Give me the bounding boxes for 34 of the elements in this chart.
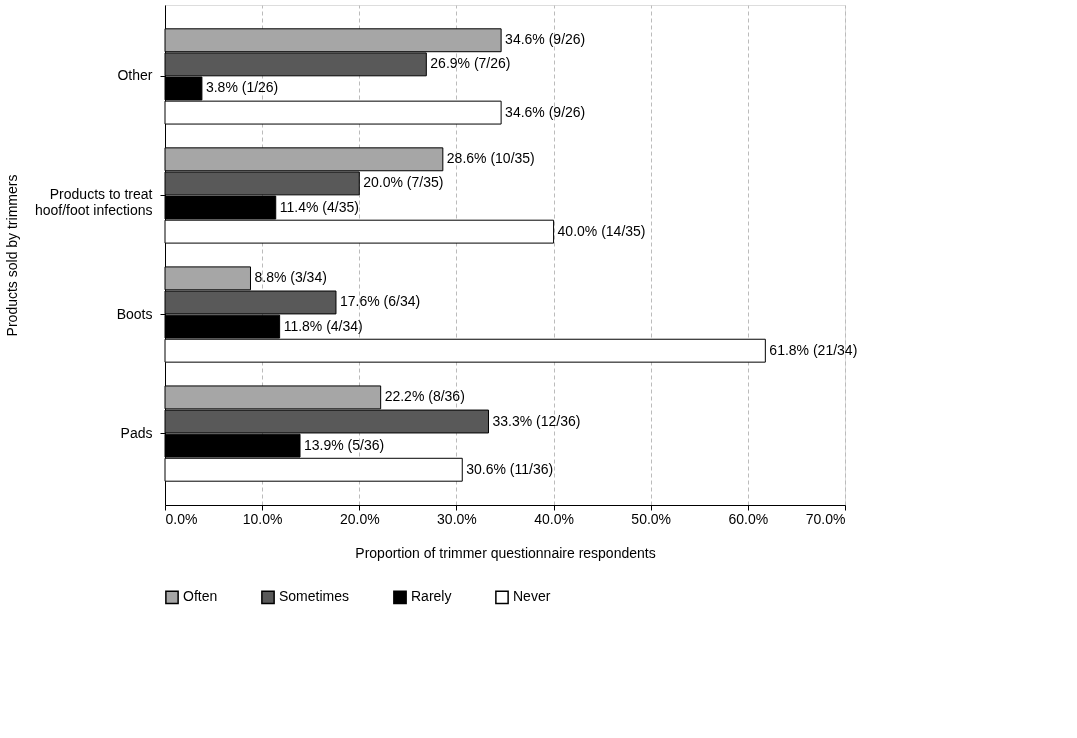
data-label: 13.9% (5/36) — [304, 436, 385, 453]
x-tick-label: 0.0% — [165, 510, 198, 527]
y-tick-label: Products to treat hoof/foot infections — [34, 186, 153, 219]
data-label: 11.8% (4/34) — [283, 317, 363, 334]
data-label: 17.6% (6/34) — [339, 293, 421, 310]
legend-label: Sometimes — [279, 588, 350, 605]
data-label: 20.0% (7/35) — [363, 174, 444, 191]
legend-label: Rarely — [411, 588, 452, 605]
x-tick-label: 60.0% — [728, 510, 769, 527]
data-label: 34.6% (9/26) — [505, 31, 586, 48]
data-label: 26.9% (7/26) — [430, 55, 511, 72]
data-label: 34.6% (9/26) — [505, 103, 586, 120]
x-tick-label: 20.0% — [339, 510, 380, 527]
y-tick-label: Boots — [116, 305, 153, 322]
data-label: 30.6% (11/36) — [466, 460, 554, 477]
x-tick-label: 10.0% — [242, 510, 283, 527]
legend-label: Never — [513, 588, 551, 605]
x-tick-label: 40.0% — [534, 510, 574, 527]
y-tick-label: Other — [117, 67, 153, 84]
x-tick-label: 30.0% — [437, 510, 477, 527]
x-axis-title: Proportion of trimmer questionnaire respondents — [355, 544, 656, 561]
data-label: 61.8% (21/34) — [769, 341, 858, 358]
legend-label: Often — [183, 588, 218, 605]
y-tick-label: Pads — [120, 424, 153, 441]
data-label: 8.8% (3/34) — [254, 269, 327, 286]
x-tick-label: 70.0% — [805, 510, 846, 527]
data-label: 33.3% (12/36) — [492, 412, 581, 429]
y-axis-title: Products sold by trimmers — [3, 174, 20, 337]
data-label: 3.8% (1/26) — [205, 79, 279, 96]
data-label: 11.4% (4/35) — [279, 198, 359, 215]
data-label: 28.6% (10/35) — [446, 150, 535, 167]
data-label: 22.2% (8/36) — [384, 388, 465, 405]
data-label: 40.0% (14/35) — [557, 222, 646, 239]
x-tick-label: 50.0% — [631, 510, 672, 527]
